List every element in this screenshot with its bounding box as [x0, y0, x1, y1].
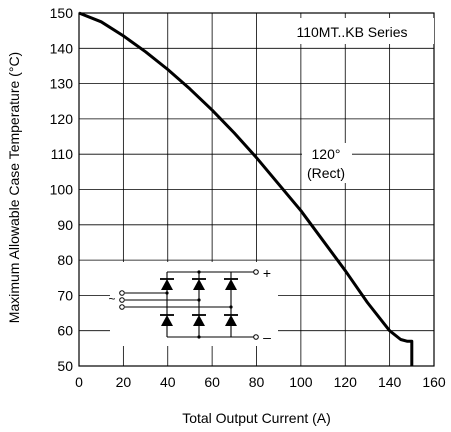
circuit-plus-label: +: [263, 265, 271, 281]
waveform-label: (Rect): [307, 165, 345, 181]
x-tick-label: 140: [378, 374, 402, 390]
x-tick-label: 20: [116, 374, 132, 390]
y-tick-label: 70: [57, 287, 73, 303]
series-line: [78, 11, 414, 366]
y-tick-label: 80: [57, 252, 73, 268]
grid: [79, 13, 434, 366]
circuit-ac-symbol: ~: [108, 292, 115, 306]
x-tick-label: 80: [249, 374, 265, 390]
plot-frame: [78, 12, 435, 367]
y-tick-label: 120: [50, 111, 74, 127]
y-tick-label: 90: [57, 217, 73, 233]
x-tick-label: 40: [160, 374, 176, 390]
x-tick-label: 120: [334, 374, 358, 390]
y-tick-label: 110: [51, 146, 74, 162]
x-tick-label: 60: [204, 374, 220, 390]
angle-label: 120°: [312, 146, 341, 162]
bridge-circuit-diagram: ~ + –: [108, 262, 278, 346]
tick-labels: 0 20 40 60 80 100 120 140 160 50 60 70 80 90 100 110 120…: [50, 5, 446, 390]
y-tick-label: 150: [50, 5, 74, 21]
y-tick-label: 130: [50, 76, 74, 92]
x-axis-label: Total Output Current (A): [182, 410, 331, 426]
x-tick-label: 0: [75, 374, 83, 390]
y-tick-label: 100: [50, 182, 74, 198]
y-axis-label: Maximum Allowable Case Temperature (°C): [6, 52, 22, 323]
x-tick-label: 160: [422, 374, 446, 390]
y-tick-label: 50: [57, 358, 73, 374]
angle-label-box: [302, 143, 352, 183]
y-tick-label: 60: [57, 323, 73, 339]
y-tick-label: 140: [50, 40, 74, 56]
x-tick-label: 100: [289, 374, 313, 390]
series-label: 110MT..KB Series: [296, 24, 407, 40]
series-label-box: [270, 18, 434, 44]
circuit-minus-label: –: [263, 329, 271, 345]
